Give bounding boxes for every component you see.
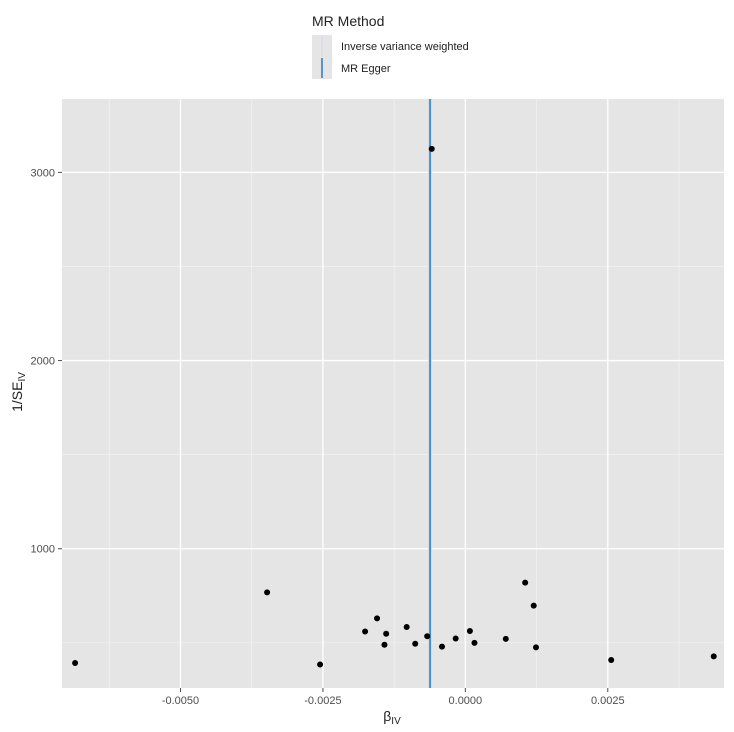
x-axis-title: βIV — [383, 708, 401, 727]
data-point — [428, 145, 435, 152]
data-point — [466, 627, 473, 634]
x-tick-label: -0.0050 — [162, 695, 199, 707]
x-tick-label: 0.0025 — [591, 695, 625, 707]
y-axis: 1000 2000 3000 — [31, 167, 62, 556]
data-point — [403, 624, 410, 631]
y-tick-label: 2000 — [31, 356, 55, 368]
data-point — [264, 589, 271, 596]
major-gridlines — [62, 99, 724, 688]
data-points — [72, 145, 717, 668]
data-point — [317, 661, 324, 668]
x-tick-label: 0.0000 — [449, 695, 483, 707]
legend-title: MR Method — [312, 13, 384, 29]
data-point — [532, 644, 539, 651]
data-point — [381, 641, 388, 648]
legend-key-inverse-variance-weighted — [312, 35, 332, 57]
data-point — [383, 630, 390, 637]
data-point — [438, 643, 445, 650]
y-tick-label: 1000 — [31, 544, 55, 556]
minor-gridlines — [62, 99, 724, 688]
data-point — [608, 656, 615, 663]
data-point — [530, 602, 537, 609]
legend-label-mr-egger: MR Egger — [341, 63, 391, 75]
y-axis-title: 1/SEIV — [9, 372, 28, 412]
legend-key-mr-egger — [312, 57, 332, 79]
legend: MR Method Inverse variance weighted MR E… — [312, 13, 469, 79]
data-point — [471, 639, 478, 646]
legend-label-inverse-variance-weighted: Inverse variance weighted — [341, 41, 469, 53]
plot-panel — [62, 99, 724, 688]
y-tick-label: 3000 — [31, 167, 55, 179]
data-point — [72, 659, 79, 666]
data-point — [522, 579, 529, 586]
data-point — [710, 653, 717, 660]
data-point — [362, 628, 369, 635]
data-point — [374, 615, 381, 622]
x-tick-label: -0.0025 — [304, 695, 341, 707]
data-point — [452, 635, 459, 642]
x-axis: -0.0050 -0.0025 0.0000 0.0025 — [162, 688, 625, 707]
data-point — [502, 635, 509, 642]
data-point — [424, 633, 431, 640]
data-point — [412, 640, 419, 647]
